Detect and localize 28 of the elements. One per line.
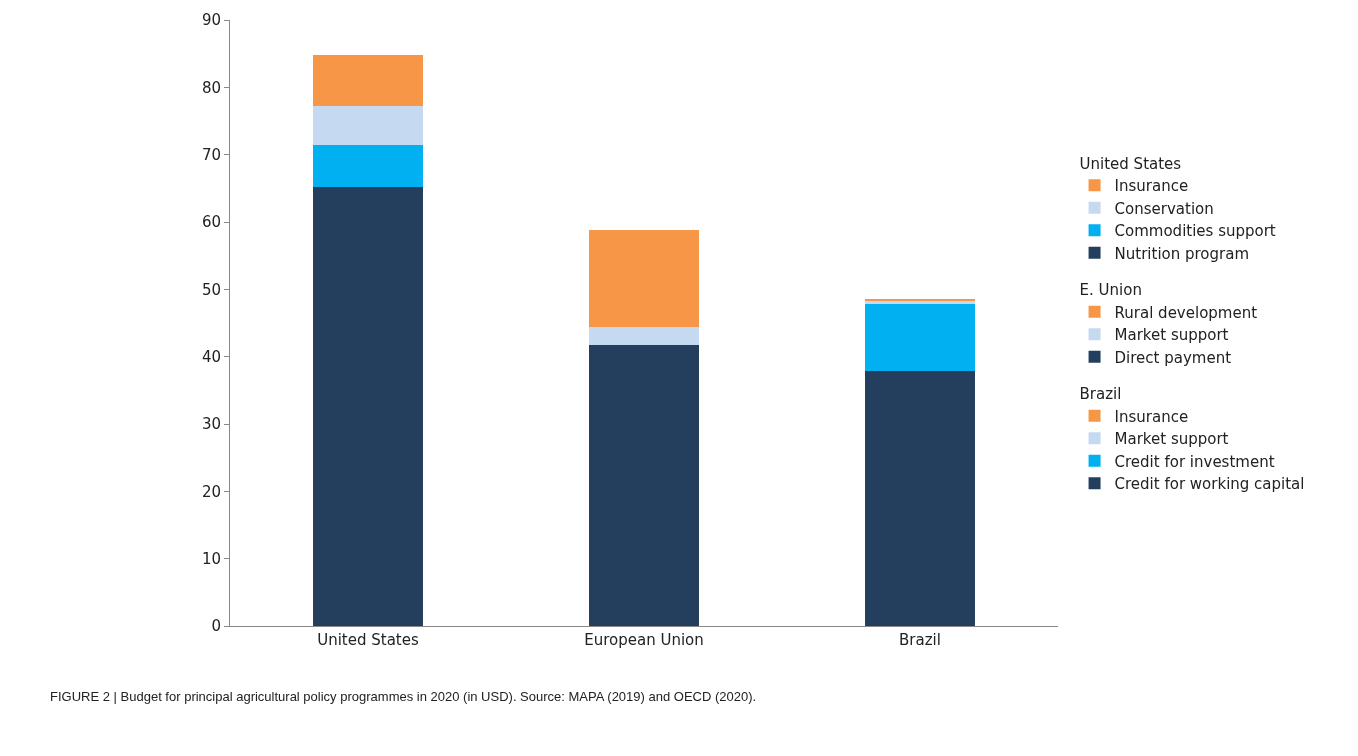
legend-label: Market support (1114, 326, 1229, 345)
y-tick-label: 80 (201, 78, 221, 97)
legend-label: Commodities support (1114, 222, 1276, 241)
legend-label: Insurance (1114, 407, 1189, 426)
y-tick-label: 40 (201, 347, 221, 366)
text: United States (1079, 154, 1182, 173)
legend-label: Rural development (1114, 303, 1258, 322)
legend-label: Nutrition program (1114, 244, 1250, 263)
y-tick-label: 30 (201, 415, 221, 434)
caption: FIGURE 2 | Budget for principal agricultural policy programmes in 2020 (in USD). Source: MAPA (2019) and OECD (2020). (50, 689, 757, 704)
y-tick-label: 0 (211, 617, 221, 636)
text: Brazil (1079, 385, 1122, 404)
y-tick-label: 70 (201, 145, 221, 164)
y-tick-label: 60 (201, 213, 221, 232)
y-tick-label: 20 (201, 482, 221, 501)
y-tick-label: 10 (201, 549, 221, 568)
x-tick-label: European Union (584, 631, 704, 649)
y-tick-label: 90 (201, 11, 221, 30)
legend-label: Market support (1114, 430, 1229, 449)
x-tick-label: United States (317, 631, 419, 649)
y-tick-label: 50 (201, 280, 221, 299)
x-tick-label: Brazil (899, 631, 941, 649)
text: E. Union (1079, 281, 1142, 300)
legend-label: Credit for working capital (1114, 475, 1305, 494)
legend-label: Insurance (1114, 177, 1189, 196)
legend-label: Conservation (1114, 199, 1214, 218)
legend-label: Direct payment (1114, 348, 1232, 367)
legend-label: Credit for investment (1114, 452, 1275, 471)
